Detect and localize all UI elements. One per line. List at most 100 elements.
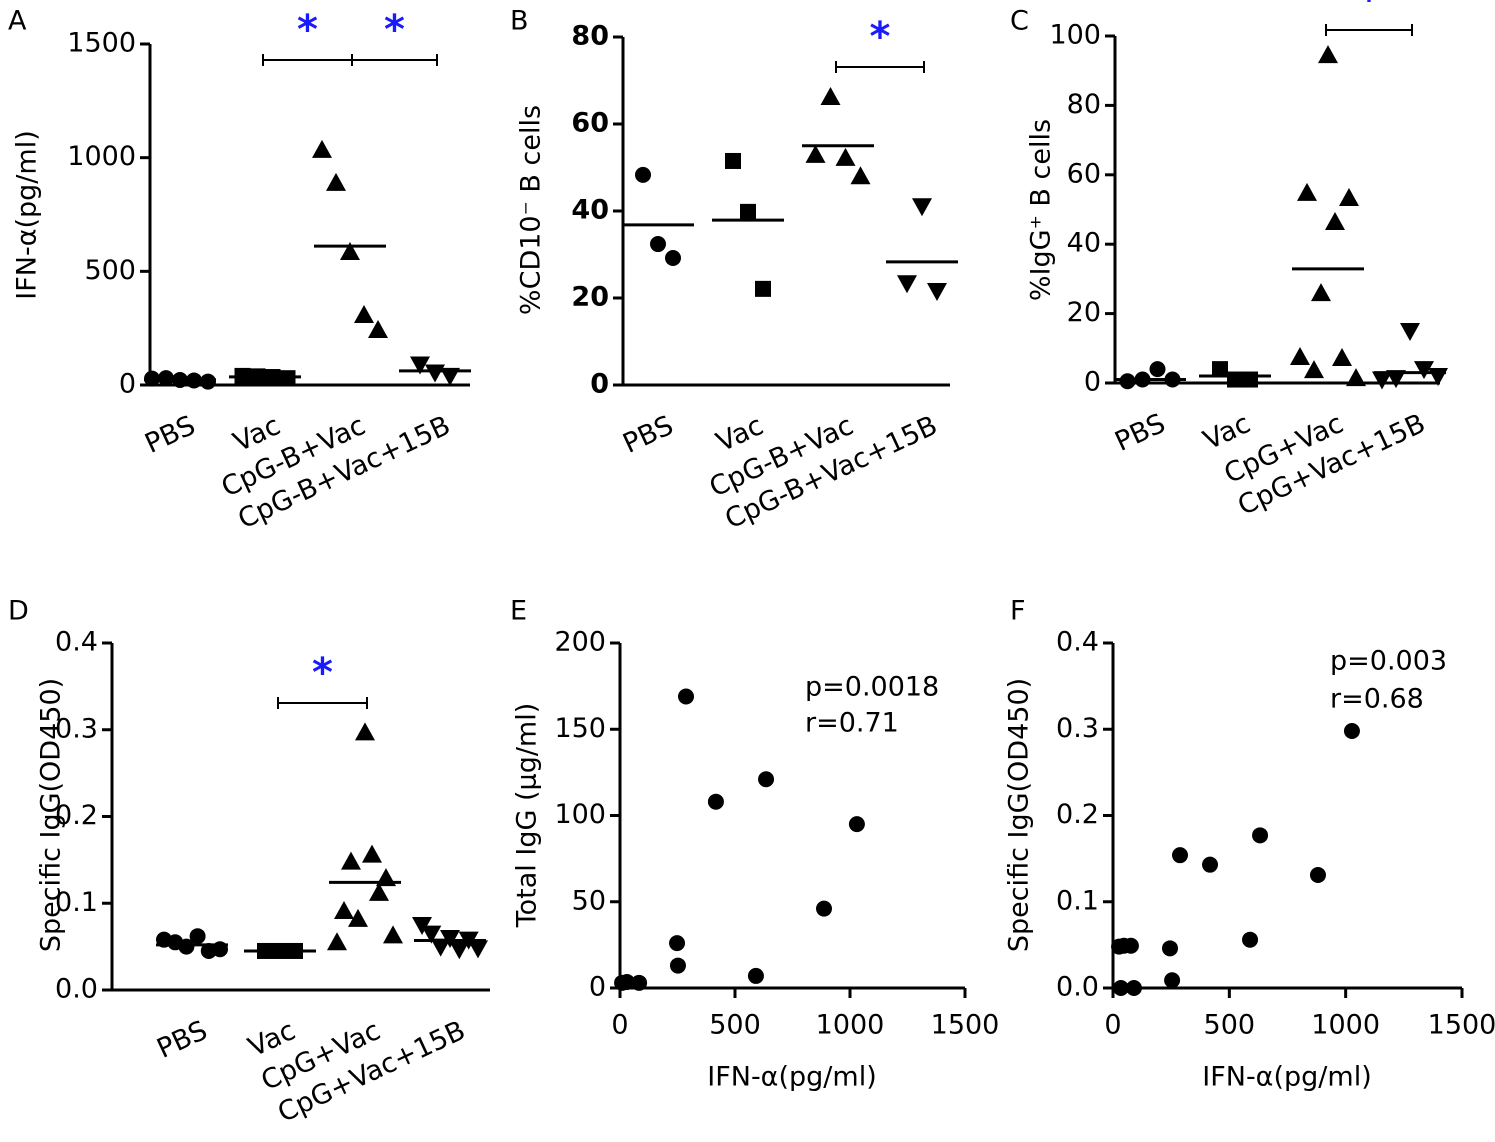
- x-tick-label: 0: [1104, 1010, 1121, 1041]
- data-point: [1227, 371, 1243, 388]
- x-tick-label: PBS: [152, 1015, 212, 1065]
- y-tick-label: 0: [119, 369, 136, 400]
- data-point: [200, 373, 216, 390]
- data-point: [1162, 940, 1179, 957]
- data-point: [440, 929, 460, 948]
- annotation: r=0.71: [805, 708, 899, 739]
- y-tick-label: 0: [589, 972, 606, 1003]
- data-point: [1164, 972, 1181, 989]
- y-tick-label: 0.1: [1056, 885, 1099, 916]
- panel-letter: B: [510, 6, 529, 37]
- significance-label: *: [1359, 0, 1380, 23]
- annotation: p=0.0018: [805, 672, 939, 703]
- x-axis-title: IFN-α(pg/ml): [1202, 1062, 1371, 1093]
- x-tick-label: PBS: [618, 410, 678, 460]
- data-point: [912, 198, 932, 217]
- y-tick-label: 0.0: [1056, 972, 1099, 1003]
- data-point: [678, 688, 695, 705]
- data-point: [1125, 980, 1142, 996]
- panel-letter: D: [8, 596, 29, 627]
- y-tick-label: 50: [572, 885, 606, 916]
- y-axis-title: Total IgG (µg/ml): [512, 703, 543, 929]
- data-point: [341, 851, 361, 870]
- y-axis-title: %CD10⁻ B cells: [516, 105, 547, 315]
- data-point: [326, 172, 346, 191]
- data-point: [1212, 361, 1228, 378]
- y-tick-label: 200: [554, 627, 606, 658]
- y-axis-title: Specific IgG(OD450): [36, 678, 67, 952]
- significance-label: *: [312, 650, 333, 696]
- data-point: [449, 941, 470, 960]
- data-point: [1119, 373, 1136, 390]
- y-tick-label: 1500: [67, 28, 136, 59]
- x-tick-label: 500: [1204, 1010, 1256, 1041]
- y-axis-title: IFN-α(pg/ml): [12, 130, 43, 299]
- data-point: [1339, 188, 1359, 207]
- y-tick-label: 20: [571, 282, 609, 313]
- data-point: [1252, 827, 1269, 844]
- data-point: [758, 771, 775, 788]
- data-point: [755, 280, 771, 297]
- panel-letter: F: [1010, 596, 1026, 627]
- data-point: [1202, 856, 1219, 873]
- y-tick-label: 0.2: [55, 800, 98, 831]
- data-point: [1242, 931, 1259, 948]
- data-point: [158, 370, 174, 387]
- x-tick-label: 1000: [816, 1010, 885, 1041]
- x-tick-label: PBS: [140, 410, 200, 460]
- significance-bracket: [835, 61, 925, 73]
- data-point: [850, 166, 871, 185]
- x-tick-label: 500: [709, 1010, 761, 1041]
- data-point: [440, 367, 460, 386]
- data-point: [348, 908, 368, 927]
- data-point: [1325, 211, 1345, 230]
- data-point: [927, 283, 947, 302]
- y-tick-label: 0.4: [55, 627, 98, 658]
- data-point: [312, 139, 332, 158]
- significance-bracket: [351, 54, 438, 66]
- y-axis-title: Specific IgG(OD450): [1004, 678, 1035, 952]
- data-point: [1346, 368, 1366, 387]
- panel-letter: C: [1010, 6, 1029, 37]
- annotation: p=0.003: [1330, 646, 1447, 677]
- panel-letter: E: [510, 596, 527, 627]
- data-point: [468, 940, 488, 959]
- data-point: [1372, 371, 1392, 390]
- panel-letter: A: [8, 6, 27, 37]
- data-point: [178, 938, 195, 955]
- data-point: [1242, 371, 1258, 388]
- data-point: [1297, 182, 1317, 201]
- y-tick-label: 150: [554, 713, 606, 744]
- y-tick-label: 80: [1067, 89, 1101, 120]
- data-point: [1400, 322, 1420, 341]
- data-point: [631, 974, 648, 991]
- x-tick-label: PBS: [1110, 408, 1170, 458]
- y-tick-label: 0.3: [1056, 713, 1099, 744]
- x-tick-label: 0: [611, 1010, 628, 1041]
- data-point: [410, 356, 430, 375]
- data-point: [1290, 346, 1310, 365]
- data-point: [816, 900, 833, 917]
- y-tick-label: 0.0: [55, 974, 98, 1005]
- data-point: [368, 319, 388, 338]
- y-tick-label: 80: [571, 21, 609, 52]
- x-tick-label: 1500: [931, 1010, 1000, 1041]
- y-axis-title: %IgG⁺ B cells: [1026, 119, 1057, 301]
- significance-label: *: [297, 7, 318, 53]
- data-point: [1122, 937, 1139, 954]
- data-point: [650, 236, 666, 253]
- panel: F Specific IgG(OD450) 0.0 0.1 0.2 0.3 0.4 0 500 1…: [1004, 596, 1495, 1093]
- data-point: [1343, 722, 1360, 739]
- data-point: [334, 901, 354, 920]
- data-point: [618, 973, 635, 990]
- data-point: [635, 166, 651, 183]
- data-point: [1149, 361, 1166, 378]
- data-point: [707, 793, 724, 810]
- data-point: [669, 935, 686, 952]
- y-tick-label: 20: [1067, 297, 1101, 328]
- data-point: [835, 147, 856, 166]
